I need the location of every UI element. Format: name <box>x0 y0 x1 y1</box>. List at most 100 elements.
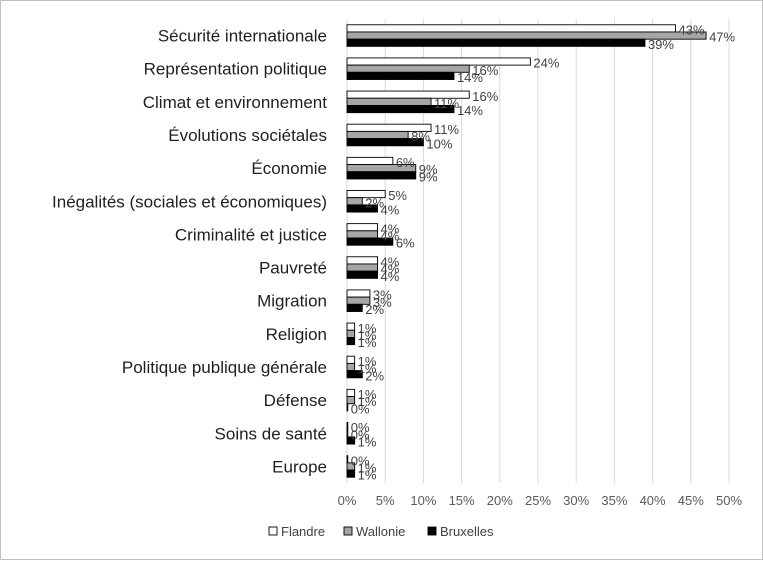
bar <box>346 223 379 232</box>
bar <box>346 263 379 272</box>
data-label: 1% <box>358 354 377 369</box>
x-tick-label: 25% <box>525 493 551 508</box>
x-tick-label: 45% <box>678 493 704 508</box>
data-label: 2% <box>365 195 384 210</box>
data-label: 14% <box>457 103 483 118</box>
data-label: 10% <box>426 136 452 151</box>
bar <box>346 97 432 106</box>
data-label: 14% <box>457 70 483 85</box>
bar <box>346 303 363 312</box>
category-label: Europe <box>272 457 327 476</box>
data-label: 6% <box>396 236 415 251</box>
data-label: 8% <box>411 129 430 144</box>
data-label: 2% <box>365 368 384 383</box>
bar <box>346 270 379 279</box>
category-label: Soins de santé <box>215 424 327 443</box>
data-label: 1% <box>358 335 377 350</box>
category-label: Économie <box>251 159 327 178</box>
data-label: 2% <box>365 302 384 317</box>
data-label: 0% <box>351 427 370 442</box>
bar <box>346 57 531 66</box>
x-tick-label: 40% <box>640 493 666 508</box>
category-label: Climat et environnement <box>143 93 328 112</box>
data-label: 1% <box>358 361 377 376</box>
category-label: Représentation politique <box>144 60 327 79</box>
category-label: Politique publique générale <box>122 358 327 377</box>
x-tick-label: 0% <box>338 493 357 508</box>
bar <box>346 64 470 73</box>
data-label: 1% <box>358 394 377 409</box>
x-tick-label: 30% <box>563 493 589 508</box>
bar <box>346 130 409 140</box>
bar <box>346 138 424 147</box>
bar <box>346 329 356 338</box>
data-label: 43% <box>679 22 705 37</box>
data-label: 4% <box>381 203 400 218</box>
category-label: Pauvreté <box>259 259 327 278</box>
bar <box>346 436 356 445</box>
x-tick-label: 5% <box>376 493 395 508</box>
data-label: 4% <box>381 269 400 284</box>
data-label: 1% <box>358 461 377 476</box>
data-label: 9% <box>419 162 438 177</box>
data-label: 39% <box>648 37 674 52</box>
data-label: 4% <box>381 254 400 269</box>
data-label: 16% <box>472 63 498 78</box>
data-label: 1% <box>358 321 377 336</box>
bar <box>346 204 379 213</box>
bar <box>346 24 676 33</box>
category-labels: Sécurité internationale Représentation po… <box>52 27 327 477</box>
bar <box>346 38 646 47</box>
category-label: Criminalité et justice <box>175 225 327 244</box>
bar <box>346 362 356 372</box>
legend-swatch <box>343 526 353 536</box>
data-label: 16% <box>472 89 498 104</box>
category-label: Migration <box>257 292 327 311</box>
bar <box>346 256 379 265</box>
bar <box>346 422 349 431</box>
category-label: Évolutions sociétales <box>168 126 327 145</box>
bar <box>346 469 356 478</box>
legend-label: Flandre <box>281 524 325 539</box>
data-label: 1% <box>358 387 377 402</box>
category-label: Sécurité internationale <box>158 27 327 46</box>
legend-swatch <box>427 526 437 536</box>
gridlines <box>346 19 730 483</box>
legend-label: Wallonie <box>356 524 405 539</box>
data-label: 9% <box>419 169 438 184</box>
data-labels: 43% 47%39%24%16%14%16%11%14%11%8%10%6% 9%9… <box>351 22 736 482</box>
data-label: 3% <box>373 288 392 303</box>
bar <box>346 388 356 397</box>
x-tick-label: 50% <box>716 493 742 508</box>
bar <box>346 403 349 412</box>
x-tick-labels: 0% 5% 10% 15% 20% 25% 30% 35% 40% 45% 50% <box>338 493 743 508</box>
legend: Flandre Wallonie Bruxelles <box>268 524 494 539</box>
legend-label: Bruxelles <box>440 524 494 539</box>
data-label: 11% <box>434 96 459 111</box>
data-label: 4% <box>381 221 400 236</box>
legend-swatch <box>268 526 278 536</box>
data-label: 4% <box>381 229 400 244</box>
data-label: 1% <box>358 328 377 343</box>
bar <box>346 396 356 405</box>
bar <box>346 197 363 206</box>
x-tick-label: 10% <box>410 493 436 508</box>
category-label: Religion <box>266 325 327 344</box>
x-tick-label: 15% <box>449 493 475 508</box>
bar <box>346 230 379 239</box>
bar <box>346 156 394 165</box>
x-tick-label: 35% <box>601 493 627 508</box>
bar <box>346 237 394 246</box>
x-tick-label: 20% <box>487 493 513 508</box>
data-label: 4% <box>381 262 400 277</box>
data-label: 1% <box>358 435 377 450</box>
bar <box>346 190 386 199</box>
data-label: 0% <box>351 420 370 435</box>
bar <box>346 105 455 114</box>
bar <box>346 289 371 298</box>
bars <box>346 24 707 478</box>
data-label: 6% <box>396 155 415 170</box>
bar <box>346 322 356 331</box>
